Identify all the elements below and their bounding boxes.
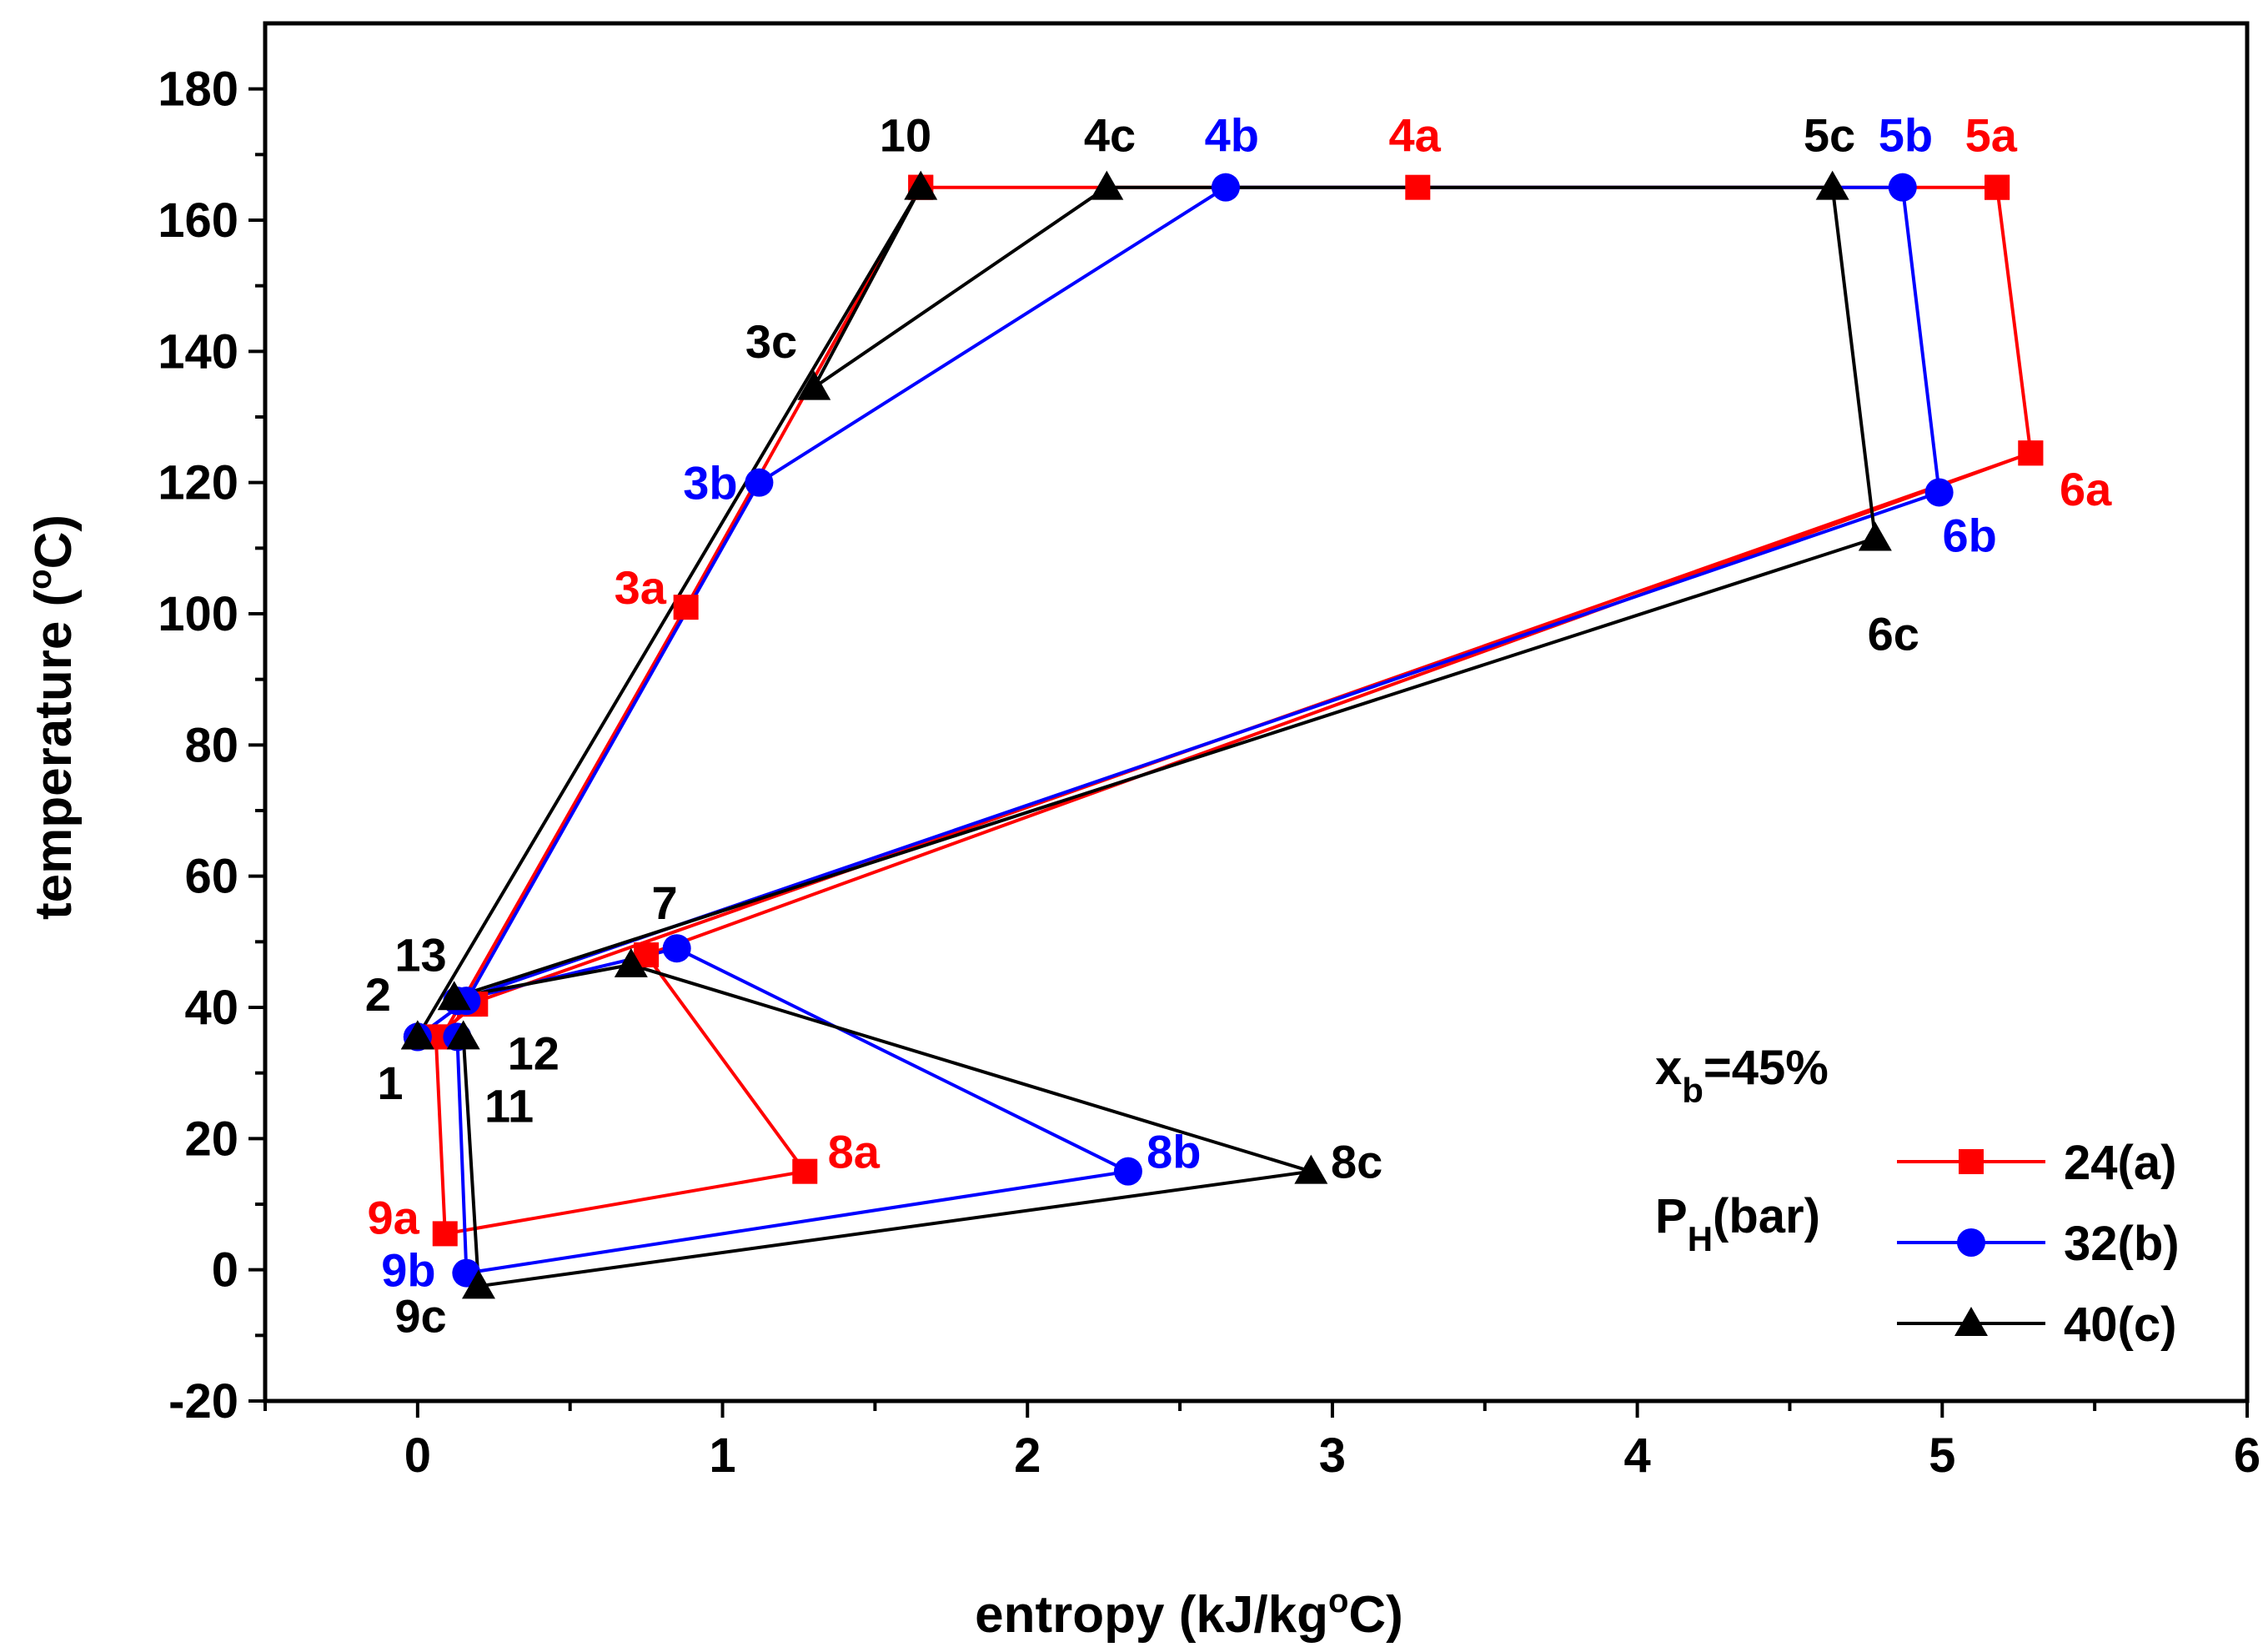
plot-area-frame	[263, 21, 2250, 1403]
y-tick-label: 120	[158, 456, 238, 510]
series-2-point-3	[1294, 1154, 1328, 1184]
x-tick-label: 5	[1929, 1429, 1955, 1483]
xb-annotation: xb=45%	[1655, 1041, 1829, 1110]
series-2-point-7	[1815, 170, 1849, 200]
x-tick-label: 4	[1623, 1429, 1650, 1483]
series-1-point-6	[1924, 478, 1954, 507]
series-0-point-12	[432, 1221, 458, 1247]
point-label: 6c	[1868, 607, 1919, 660]
x-axis-tick-labels: 0 1 2 3 4 5 6	[404, 1429, 2260, 1483]
point-label: 7	[651, 876, 677, 929]
series-1-point-7	[1888, 173, 1917, 202]
legend-label-1: 32(b)	[2064, 1217, 2180, 1271]
series-1-point-8	[1211, 173, 1240, 202]
point-label: 3a	[615, 561, 667, 614]
series-2-point-6	[1858, 521, 1892, 551]
series-markers-layer	[400, 170, 2044, 1299]
y-axis-title: temperature (oC)	[22, 515, 83, 920]
series-2-point-9	[797, 370, 831, 400]
y-tick-label: 40	[184, 981, 238, 1035]
series-0-point-6	[673, 595, 699, 620]
series-2-point-10	[904, 170, 938, 200]
series-2-point-1	[446, 1020, 480, 1050]
series-line-1	[416, 185, 1941, 1275]
y-tick-label: 80	[184, 718, 238, 772]
legend: 24(a) 32(b) 40(c)	[1897, 1136, 2180, 1352]
legend-title: PH(bar)	[1655, 1189, 1820, 1258]
y-tick-label: 100	[158, 587, 238, 641]
point-label: 3c	[745, 315, 797, 368]
legend-marker-1	[1957, 1228, 1985, 1257]
series-2-point-4	[614, 947, 648, 977]
series-0-point-9	[2018, 440, 2044, 466]
x-tick-label: 0	[404, 1429, 431, 1483]
point-label: 4c	[1084, 108, 1136, 161]
x-tick-label: 1	[709, 1429, 735, 1483]
point-label: 9a	[367, 1191, 419, 1243]
legend-marker-2	[1954, 1307, 1988, 1336]
x-axis-ticks	[263, 1401, 2249, 1418]
y-axis-tick-labels: -20 0 20 40 60 80 100 120 140 160 180	[158, 63, 238, 1429]
y-tick-label: -20	[168, 1374, 238, 1429]
point-label: 9b	[381, 1243, 435, 1296]
series-0-point-8	[1984, 174, 2010, 200]
series-1-point-9	[745, 468, 774, 497]
x-axis-title: entropy (kJ/kgoC)	[975, 1583, 1403, 1644]
y-tick-label: 140	[158, 324, 238, 379]
series-0-point-11	[792, 1158, 818, 1184]
series-0-point-1	[1405, 174, 1431, 200]
y-tick-label: 20	[184, 1112, 238, 1166]
y-tick-label: 180	[158, 63, 238, 117]
point-label: 13	[394, 929, 446, 982]
legend-marker-0	[1959, 1149, 1984, 1174]
point-label: 6a	[2060, 463, 2112, 515]
series-2-point-2	[461, 1269, 495, 1299]
point-label: 5a	[1965, 108, 2018, 161]
point-label: 8b	[1147, 1126, 1201, 1178]
point-label: 5b	[1879, 108, 1933, 161]
point-label: 6b	[1943, 509, 1997, 561]
y-tick-label: 0	[212, 1243, 238, 1298]
point-label: 4a	[1389, 108, 1442, 161]
series-line-2	[416, 185, 1877, 1288]
legend-label-0: 24(a)	[2064, 1136, 2176, 1190]
point-label: 2	[365, 968, 391, 1021]
series-1-point-3	[1113, 1157, 1142, 1186]
x-tick-label: 3	[1319, 1429, 1346, 1483]
point-label: 1	[377, 1057, 403, 1109]
series-2-point-5	[437, 981, 471, 1011]
point-label: 5c	[1804, 108, 1855, 161]
y-axis-ticks	[248, 87, 265, 1403]
point-label: 4b	[1205, 108, 1259, 161]
point-label: 11	[484, 1080, 534, 1132]
point-label: 8c	[1331, 1136, 1382, 1188]
y-tick-label: 160	[158, 193, 238, 248]
point-label: 10	[880, 108, 931, 161]
series-2-point-8	[1090, 170, 1124, 200]
x-tick-label: 6	[2234, 1429, 2260, 1483]
point-label: 3b	[683, 456, 737, 509]
series-2-point-11	[400, 1020, 434, 1050]
point-label: 12	[508, 1027, 559, 1080]
y-tick-label: 60	[184, 850, 238, 904]
legend-label-2: 40(c)	[2064, 1298, 2176, 1352]
x-tick-label: 2	[1014, 1429, 1041, 1483]
point-label: 8a	[828, 1126, 881, 1178]
series-1-point-4	[662, 934, 691, 963]
point-label: 9c	[394, 1289, 446, 1342]
